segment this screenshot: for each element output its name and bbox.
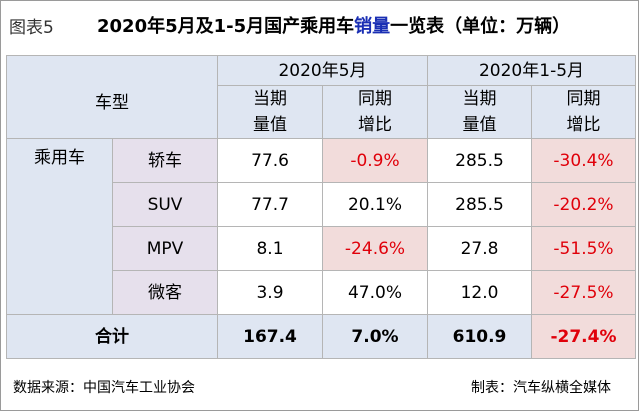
table-row: SUV 77.7 20.1% 285.5 -20.2% xyxy=(7,182,636,227)
data-source: 数据来源：中国汽车工业协会 xyxy=(13,380,195,396)
header-row-periods: 车型 2020年5月 2020年1-5月 xyxy=(6,55,636,139)
month-value: 77.6 xyxy=(217,138,323,183)
sales-table: 车型 2020年5月 2020年1-5月 当期 同期 当期 同期 量值 增比 量… xyxy=(6,55,636,359)
table-row: 微客 3.9 47.0% 12.0 -27.5% xyxy=(7,270,636,315)
month-yoy: -0.9% xyxy=(322,138,428,183)
month-value: 8.1 xyxy=(217,226,323,271)
category-cell: 乘用车 xyxy=(6,138,113,315)
figure-label: 图表5 xyxy=(9,18,54,38)
total-month-yoy: 7.0% xyxy=(322,314,428,359)
month-yoy: 20.1% xyxy=(322,182,428,227)
ytd-value: 12.0 xyxy=(427,270,532,315)
ytd-yoy: -30.4% xyxy=(531,138,636,183)
ytd-value: 285.5 xyxy=(427,138,532,183)
period-month-header: 2020年5月 xyxy=(217,55,428,86)
header-row-cols-line1: 当期 同期 当期 同期 xyxy=(6,85,636,112)
title-part1: 2020年5月及1-5月国产乘用车 xyxy=(97,16,355,37)
period-ytd-header: 2020年1-5月 xyxy=(427,55,636,86)
col-yoy-month-2: 增比 xyxy=(322,112,428,139)
col-yoy-ytd: 同期 xyxy=(531,85,636,112)
model-header: 车型 xyxy=(6,55,218,139)
ytd-yoy: -51.5% xyxy=(531,226,636,271)
month-value: 3.9 xyxy=(217,270,323,315)
title-highlight: 销量 xyxy=(354,16,391,37)
col-current-ytd-2: 量值 xyxy=(427,112,532,139)
ytd-value: 27.8 xyxy=(427,226,532,271)
table-title: 2020年5月及1-5月国产乘用车销量一览表（单位：万辆） xyxy=(97,12,570,38)
col-yoy-ytd-2: 增比 xyxy=(531,112,636,139)
row-name: MPV xyxy=(112,226,218,271)
table-maker: 制表：汽车纵横全媒体 xyxy=(471,380,611,396)
row-name: 轿车 xyxy=(112,138,218,183)
col-current-ytd: 当期 xyxy=(427,85,532,112)
month-yoy: -24.6% xyxy=(322,226,428,271)
total-label: 合计 xyxy=(6,314,218,359)
col-yoy-month: 同期 xyxy=(322,85,428,112)
month-yoy: 47.0% xyxy=(322,270,428,315)
table-row: MPV 8.1 -24.6% 27.8 -51.5% xyxy=(7,226,636,271)
ytd-yoy: -20.2% xyxy=(531,182,636,227)
row-name: SUV xyxy=(112,182,218,227)
ytd-value: 285.5 xyxy=(427,182,532,227)
total-month-value: 167.4 xyxy=(217,314,323,359)
ytd-yoy: -27.5% xyxy=(531,270,636,315)
total-ytd-yoy: -27.4% xyxy=(531,314,636,359)
table-row: 乘用车 轿车 77.6 -0.9% 285.5 -30.4% xyxy=(6,138,636,315)
title-bar: 图表5 2020年5月及1-5月国产乘用车销量一览表（单位：万辆） xyxy=(1,1,638,47)
col-current-month: 当期 xyxy=(217,85,323,112)
total-ytd-value: 610.9 xyxy=(427,314,532,359)
month-value: 77.7 xyxy=(217,182,323,227)
row-name: 微客 xyxy=(112,270,218,315)
col-current-month-2: 量值 xyxy=(217,112,323,139)
total-row: 合计 167.4 7.0% 610.9 -27.4% xyxy=(6,314,636,359)
title-part2: 一览表（单位：万辆） xyxy=(390,16,571,37)
